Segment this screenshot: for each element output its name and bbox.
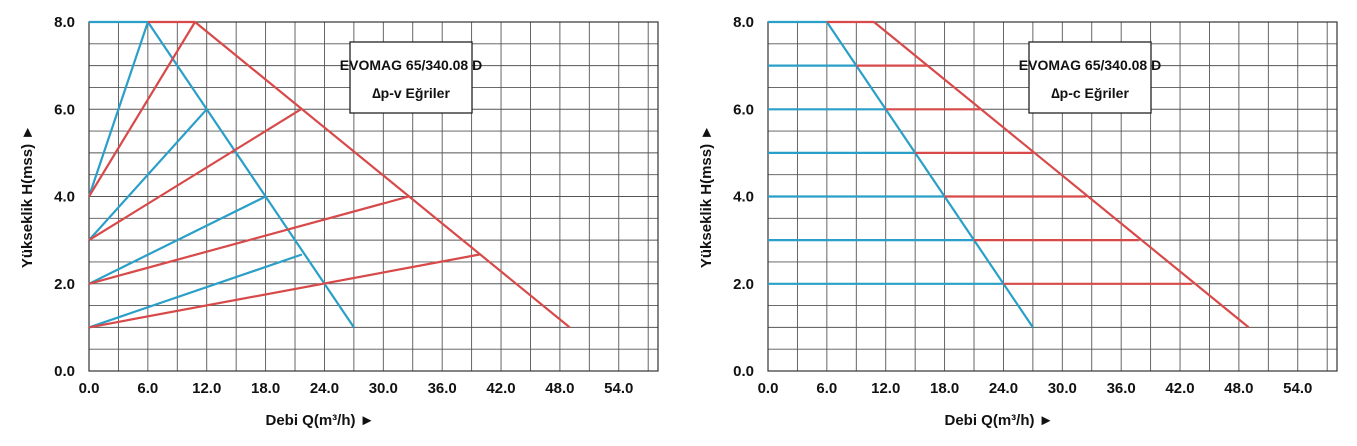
x-tick-label: 30.0: [369, 380, 398, 397]
x-tick-label: 36.0: [428, 380, 457, 397]
x-tick-label: 36.0: [1107, 380, 1136, 397]
legend-box-subtitle: ∆p-v Eğriler: [372, 85, 450, 101]
x-tick-label: 12.0: [192, 380, 221, 397]
y-tick-label: 2.0: [54, 276, 75, 293]
y-tick-label: 8.0: [733, 14, 754, 31]
x-tick-label: 42.0: [486, 380, 515, 397]
chart-left-svg: 0.0 6.0 12.0 18.0 24.0 30.0 36.0 42.0 48.0 54.0 0.…: [19, 14, 659, 429]
x-axis-label: Debi Q(m³/h) ►: [265, 412, 374, 429]
y-tick-label: 6.0: [733, 101, 754, 118]
x-tick-label: 48.0: [1224, 380, 1253, 397]
x-tick-label: 30.0: [1048, 380, 1077, 397]
y-tick-label: 2.0: [733, 276, 754, 293]
x-tick-label: 24.0: [310, 380, 339, 397]
y-axis-label: Yükseklik H(mss) ►: [19, 125, 36, 268]
x-tick-label: 6.0: [816, 380, 837, 397]
chart-right-svg: 0.0 6.0 12.0 18.0 24.0 30.0 36.0 42.0 48.0 54.0 0.…: [698, 14, 1338, 429]
y-tick-label: 0.0: [733, 363, 754, 380]
x-tick-label: 18.0: [251, 380, 280, 397]
x-tick-label: 24.0: [989, 380, 1018, 397]
series-line-blue-4: [88, 253, 303, 329]
x-tick-label: 18.0: [930, 380, 959, 397]
chart-right: 0.0 6.0 12.0 18.0 24.0 30.0 36.0 42.0 48.0 54.0 0.…: [679, 0, 1357, 446]
y-tick-label: 0.0: [54, 363, 75, 380]
y-tick-label: 4.0: [54, 189, 75, 206]
x-axis-label: Debi Q(m³/h) ►: [944, 412, 1053, 429]
legend-box-subtitle: ∆p-c Eğriler: [1051, 85, 1129, 101]
legend-box-title: EVOMAG 65/340.08 D: [1019, 57, 1161, 73]
x-tick-label: 12.0: [871, 380, 900, 397]
legend-box-title: EVOMAG 65/340.08 D: [340, 57, 482, 73]
series-line-red-6: [88, 21, 196, 198]
series-line-red-9: [88, 253, 480, 329]
x-tick-label: 54.0: [604, 380, 633, 397]
legend-box: [1028, 41, 1152, 114]
y-tick-label: 8.0: [54, 14, 75, 31]
series-line-red-7: [88, 108, 302, 242]
x-tick-label: 0.0: [79, 380, 100, 397]
series-line-blue-2: [88, 108, 208, 241]
x-tick-label: 6.0: [137, 380, 158, 397]
x-tick-label: 48.0: [545, 380, 574, 397]
series-line-red-7: [826, 20, 1250, 329]
chart-left: 0.0 6.0 12.0 18.0 24.0 30.0 36.0 42.0 48.0 54.0 0.…: [19, 14, 659, 429]
y-tick-label: 4.0: [733, 189, 754, 206]
series-line-blue-3: [88, 195, 267, 285]
y-tick-label: 6.0: [54, 101, 75, 118]
series-line-blue-1: [87, 21, 149, 197]
y-axis-label: Yükseklik H(mss) ►: [698, 125, 715, 268]
legend-box: [349, 41, 473, 114]
series-line-red-8: [88, 195, 410, 285]
x-tick-label: 0.0: [758, 380, 779, 397]
x-tick-label: 54.0: [1283, 380, 1312, 397]
x-tick-label: 42.0: [1165, 380, 1194, 397]
